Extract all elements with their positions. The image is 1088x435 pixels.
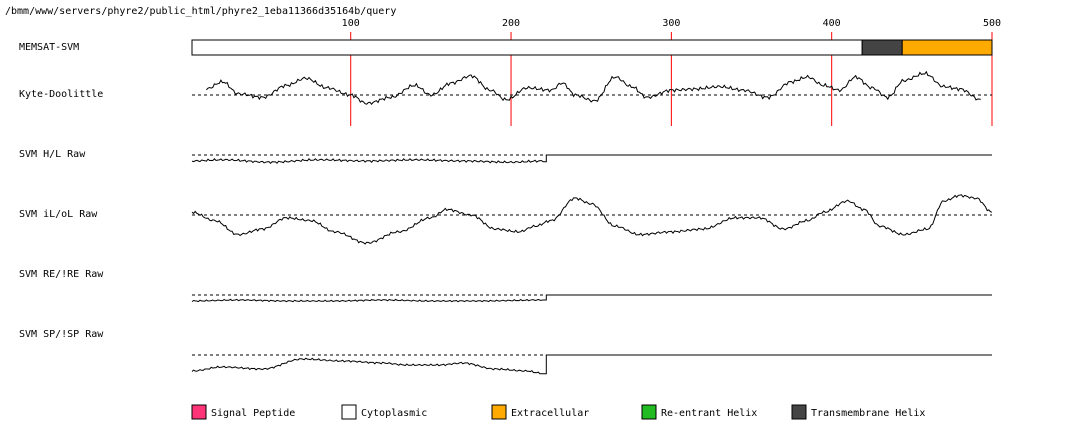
memsat-segment-2 xyxy=(901,39,993,56)
track-label-svm-sp: SVM SP/!SP Raw xyxy=(19,329,104,340)
legend-label-3: Re-entrant Helix xyxy=(661,408,757,419)
legend-swatch-3 xyxy=(641,404,657,420)
legend-swatch-1 xyxy=(341,404,357,420)
tick-label-200: 200 xyxy=(502,18,520,29)
track-label-kyte-doolittle: Kyte-Doolittle xyxy=(19,89,103,100)
memsat-segment-0 xyxy=(191,39,863,56)
legend: Signal Peptide Cytoplasmic Extracellular Re… xyxy=(191,404,925,420)
tick-label-100: 100 xyxy=(342,18,360,29)
legend-swatch-2 xyxy=(491,404,507,420)
tick-label-500: 500 xyxy=(983,18,1001,29)
kyte-doolittle-line xyxy=(206,70,981,105)
track-label-svm-re: SVM RE/!RE Raw xyxy=(19,269,104,280)
tick-label-300: 300 xyxy=(662,18,680,29)
svm-sp-line xyxy=(191,354,992,375)
svm-re-line xyxy=(191,294,992,303)
track-label-svm-il: SVM iL/oL Raw xyxy=(19,209,98,220)
query-path: /bmm/www/servers/phyre2/public_html/phyr… xyxy=(5,6,396,17)
memsat-segment-1 xyxy=(861,39,903,56)
track-label-memsat: MEMSAT-SVM xyxy=(19,42,79,53)
legend-label-1: Cytoplasmic xyxy=(361,408,427,419)
memsat-topology-bar xyxy=(191,39,993,56)
tick-label-400: 400 xyxy=(823,18,841,29)
track-label-svm-hl: SVM H/L Raw xyxy=(19,149,86,160)
legend-label-0: Signal Peptide xyxy=(211,408,295,419)
svm-hl-line xyxy=(191,154,992,165)
legend-label-2: Extracellular xyxy=(511,408,589,419)
legend-swatch-4 xyxy=(791,404,807,420)
x-axis-ticks: 100 200 300 400 500 xyxy=(342,18,1001,126)
legend-label-4: Transmembrane Helix xyxy=(811,408,925,419)
svm-il-line xyxy=(191,194,993,245)
legend-swatch-0 xyxy=(191,404,207,420)
